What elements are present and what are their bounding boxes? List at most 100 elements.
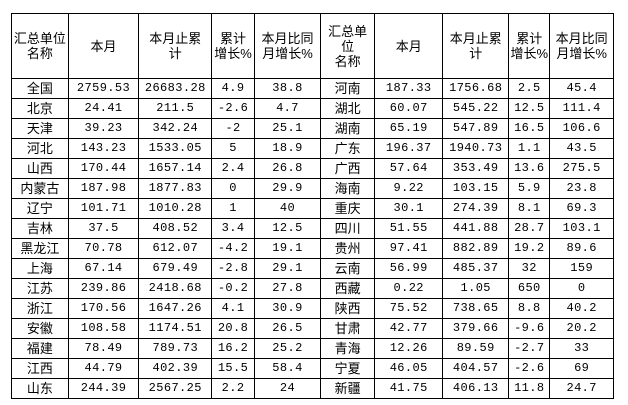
cell-unit-name: 安徽 — [11, 318, 69, 339]
table-row[interactable]: 黑龙江 70.78 612.07 -4.2 19.1 — [11, 238, 322, 259]
cell-current-month: 60.07 — [374, 98, 444, 119]
cell-cumulative: 342.24 — [138, 118, 213, 139]
header-line-1: 本月比同 — [261, 31, 314, 46]
table-row[interactable]: 河南 187.33 1756.68 2.5 45.4 — [320, 78, 614, 99]
header-line-2: 月增长% — [556, 46, 607, 61]
column-header-current-month-left: 本月 — [67, 13, 140, 79]
cell-unit-name: 贵州 — [320, 238, 376, 259]
column-header-current-month-right: 本月 — [374, 13, 444, 79]
cell-yoy-growth: 33 — [549, 338, 614, 359]
table-row[interactable]: 上海 67.14 679.49 -2.8 29.1 — [11, 258, 322, 279]
column-header-yoy-growth-left: 本月比同 月增长% — [253, 13, 322, 79]
cell-cumulative: 882.89 — [442, 238, 510, 259]
table-row[interactable]: 贵州 97.41 882.89 19.2 89.6 — [320, 238, 614, 259]
table-row[interactable]: 吉林 37.5 408.52 3.4 12.5 — [11, 218, 322, 239]
cell-cumulative: 408.52 — [138, 218, 213, 239]
table-row[interactable]: 西藏 0.22 1.05 650 0 — [320, 278, 614, 299]
cell-yoy-growth: 106.6 — [549, 118, 614, 139]
table-row[interactable]: 全国 2759.53 26683.28 4.9 38.8 — [11, 78, 322, 99]
header-line-2: 计 — [469, 46, 483, 61]
cell-cumulative-growth: -2.6 — [211, 98, 255, 119]
column-header-cumulative-growth-right: 累计 增长% — [508, 13, 551, 79]
cell-current-month: 44.79 — [67, 358, 140, 379]
cell-cumulative-growth: 2.2 — [211, 378, 255, 399]
table-row[interactable]: 陕西 75.52 738.65 8.8 40.2 — [320, 298, 614, 319]
table-row[interactable]: 山东 244.39 2567.25 2.2 24 — [11, 378, 322, 399]
cell-cumulative-growth: 5 — [211, 138, 255, 159]
cell-cumulative: 441.88 — [442, 218, 510, 239]
cell-current-month: 196.37 — [374, 138, 444, 159]
cell-yoy-growth: 275.5 — [549, 158, 614, 179]
table-row[interactable]: 广东 196.37 1940.73 1.1 43.5 — [320, 138, 614, 159]
header-row-right: 汇总单位 名称 本月 本月止累 计 累计 增长% 本月比 — [320, 13, 614, 79]
table-row[interactable]: 安徽 108.58 1174.51 20.8 26.5 — [11, 318, 322, 339]
header-row-left: 汇总单位 名称 本月 本月止累 计 累计 增长% 本月比 — [11, 13, 322, 79]
table-row[interactable]: 江苏 239.86 2418.68 -0.2 27.8 — [11, 278, 322, 299]
cell-unit-name: 山东 — [11, 378, 69, 399]
table-row[interactable]: 浙江 170.56 1647.26 4.1 30.9 — [11, 298, 322, 319]
header-line-2: 计 — [168, 46, 182, 61]
table-row[interactable]: 海南 9.22 103.15 5.9 23.8 — [320, 178, 614, 199]
cell-yoy-growth: 40.2 — [549, 298, 614, 319]
cell-current-month: 244.39 — [67, 378, 140, 399]
header-line-1: 本月比同 — [555, 31, 608, 46]
table-row[interactable]: 宁夏 46.05 404.57 -2.6 69 — [320, 358, 614, 379]
cell-cumulative: 1647.26 — [138, 298, 213, 319]
table-row[interactable]: 新疆 41.75 406.13 11.8 24.7 — [320, 378, 614, 399]
cell-cumulative: 679.49 — [138, 258, 213, 279]
table-row[interactable]: 辽宁 101.71 1010.28 1 40 — [11, 198, 322, 219]
cell-cumulative-growth: 12.5 — [508, 98, 551, 119]
cell-cumulative: 1877.83 — [138, 178, 213, 199]
table-row[interactable]: 重庆 30.1 274.39 8.1 69.3 — [320, 198, 614, 219]
cell-cumulative: 545.22 — [442, 98, 510, 119]
cell-cumulative: 612.07 — [138, 238, 213, 259]
cell-cumulative: 26683.28 — [138, 78, 213, 99]
table-row[interactable]: 云南 56.99 485.37 32 159 — [320, 258, 614, 279]
cell-cumulative: 274.39 — [442, 198, 510, 219]
cell-current-month: 70.78 — [67, 238, 140, 259]
table-row[interactable]: 湖北 60.07 545.22 12.5 111.4 — [320, 98, 614, 119]
cell-yoy-growth: 27.8 — [253, 278, 322, 299]
cell-unit-name: 云南 — [320, 258, 376, 279]
table-row[interactable]: 天津 39.23 342.24 -2 25.1 — [11, 118, 322, 139]
table-row[interactable]: 甘肃 42.77 379.66 -9.6 20.2 — [320, 318, 614, 339]
cell-unit-name: 吉林 — [11, 218, 69, 239]
table-row[interactable]: 广西 57.64 353.49 13.6 275.5 — [320, 158, 614, 179]
cell-current-month: 143.23 — [67, 138, 140, 159]
cell-cumulative-growth: 1.1 — [508, 138, 551, 159]
cell-unit-name: 内蒙古 — [11, 178, 69, 199]
cell-current-month: 239.86 — [67, 278, 140, 299]
cell-yoy-growth: 89.6 — [549, 238, 614, 259]
cell-cumulative-growth: 0 — [211, 178, 255, 199]
table-row[interactable]: 福建 78.49 789.73 16.2 25.2 — [11, 338, 322, 359]
cell-cumulative: 402.39 — [138, 358, 213, 379]
cell-cumulative-growth: -2.8 — [211, 258, 255, 279]
table-row[interactable]: 四川 51.55 441.88 28.7 103.1 — [320, 218, 614, 239]
table-row[interactable]: 北京 24.41 211.5 -2.6 4.7 — [11, 98, 322, 119]
cell-current-month: 39.23 — [67, 118, 140, 139]
cell-yoy-growth: 38.8 — [253, 78, 322, 99]
cell-current-month: 170.44 — [67, 158, 140, 179]
cell-yoy-growth: 103.1 — [549, 218, 614, 239]
table-row[interactable]: 湖南 65.19 547.89 16.5 106.6 — [320, 118, 614, 139]
cell-cumulative-growth: 28.7 — [508, 218, 551, 239]
cell-cumulative: 1010.28 — [138, 198, 213, 219]
table-row[interactable]: 江西 44.79 402.39 15.5 58.4 — [11, 358, 322, 379]
cell-cumulative-growth: 650 — [508, 278, 551, 299]
cell-cumulative-growth: 4.1 — [211, 298, 255, 319]
cell-unit-name: 甘肃 — [320, 318, 376, 339]
table-row[interactable]: 河北 143.23 1533.05 5 18.9 — [11, 138, 322, 159]
table-row[interactable]: 内蒙古 187.98 1877.83 0 29.9 — [11, 178, 322, 199]
header-line-2: 名称 — [334, 53, 361, 69]
cell-cumulative-growth: 11.8 — [508, 378, 551, 399]
table-row[interactable]: 青海 12.26 89.59 -2.7 33 — [320, 338, 614, 359]
cell-cumulative: 1.05 — [442, 278, 510, 299]
table-row[interactable]: 山西 170.44 1657.14 2.4 26.8 — [11, 158, 322, 179]
cell-unit-name: 辽宁 — [11, 198, 69, 219]
header-line-1: 本月 — [90, 38, 117, 54]
statistics-table-pair: 汇总单位 名称 本月 本月止累 计 累计 增长% 本月比 — [11, 13, 614, 399]
statistics-table-right: 汇总单位 名称 本月 本月止累 计 累计 增长% 本月比 — [320, 13, 614, 399]
cell-yoy-growth: 25.1 — [253, 118, 322, 139]
cell-current-month: 75.52 — [374, 298, 444, 319]
cell-yoy-growth: 18.9 — [253, 138, 322, 159]
